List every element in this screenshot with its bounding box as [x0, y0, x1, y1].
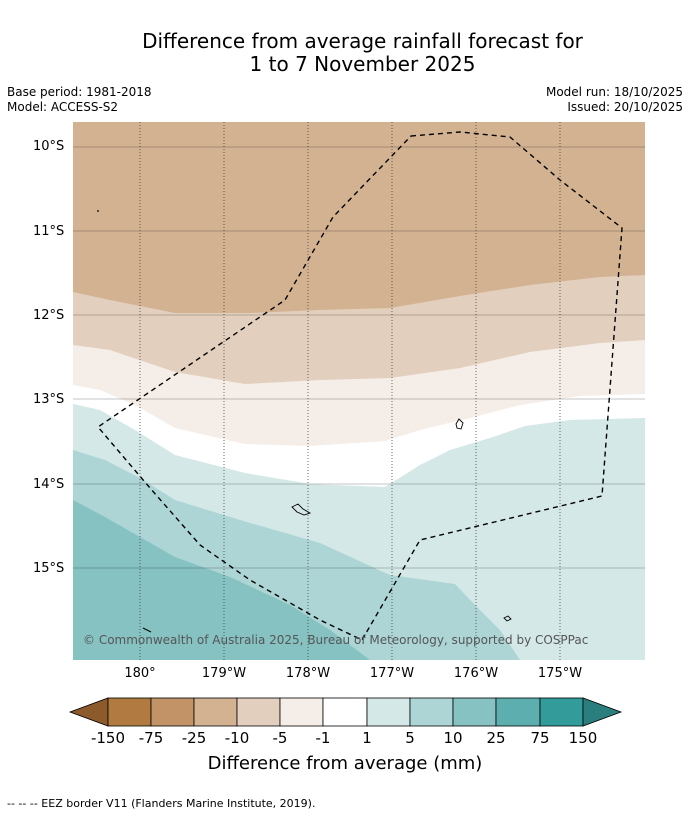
legend-tick: 150	[568, 729, 598, 747]
model-run: Model run: 18/10/2025	[545, 85, 683, 99]
lat-label-12s: 12°S	[33, 308, 65, 323]
legend-tick: 5	[405, 729, 415, 747]
legend-swatch-neg5-neg1	[279, 697, 324, 727]
lat-label-13s: 13°S	[33, 392, 65, 407]
lat-label-10s: 10°S	[33, 139, 65, 154]
lat-label-15s: 15°S	[33, 561, 65, 576]
legend-tick: -5	[272, 729, 288, 747]
eez-border	[96, 131, 623, 641]
island-1	[291, 503, 312, 516]
legend-swatch-pos75-pos150	[539, 697, 584, 727]
legend-tick: -75	[138, 729, 164, 747]
meta-right: Model run: 18/10/2025 Issued: 20/10/2025	[546, 85, 683, 115]
legend-swatch-pos25-pos75	[495, 697, 541, 727]
lon-label-178w: 178°W	[285, 666, 331, 681]
legend-swatch-neg10-neg5	[236, 697, 281, 727]
lon-label-175w: 175°W	[537, 666, 583, 681]
meta-left: Base period: 1981-2018 Model: ACCESS-S2	[7, 85, 152, 115]
island-5	[97, 210, 99, 212]
issued-date: Issued: 20/10/2025	[567, 100, 683, 114]
lon-label-176w: 176°W	[453, 666, 499, 681]
rainfall-map	[73, 122, 645, 660]
color-legend	[68, 697, 623, 727]
legend-tick: 75	[530, 729, 550, 747]
lat-label-14s: 14°S	[33, 477, 65, 492]
copyright-notice: © Commonwealth of Australia 2025, Bureau…	[83, 633, 589, 647]
lon-label-177w: 177°W	[369, 666, 415, 681]
legend-swatch-neg25-neg10	[193, 697, 238, 727]
legend-swatch-neg1-pos1	[322, 697, 368, 727]
legend-tick: -10	[224, 729, 250, 747]
island-3	[503, 615, 512, 622]
lat-label-11s: 11°S	[33, 224, 65, 239]
legend-tick: -25	[181, 729, 207, 747]
legend-tick: -1	[315, 729, 331, 747]
legend-tick: 10	[443, 729, 463, 747]
legend-title: Difference from average (mm)	[207, 753, 483, 774]
eez-footnote: -- -- -- EEZ border V11 (Flanders Marine…	[7, 797, 316, 810]
legend-swatch-pos5-pos10	[409, 697, 454, 727]
title-line-2: 1 to 7 November 2025	[249, 52, 476, 76]
lon-label-180: 180°	[124, 666, 156, 681]
island-2	[455, 418, 464, 430]
legend-swatch-pos10-pos25	[452, 697, 497, 727]
model-name: Model: ACCESS-S2	[7, 100, 119, 114]
band-pos10-pos25	[73, 500, 370, 660]
legend-arrow-low	[68, 697, 109, 727]
legend-swatch-pos1-pos5	[366, 697, 411, 727]
island-4	[142, 627, 152, 633]
legend-tick: 1	[362, 729, 372, 747]
legend-tick: -150	[90, 729, 126, 747]
legend-swatch-neg75-neg25	[150, 697, 195, 727]
title-line-1: Difference from average rainfall forecas…	[142, 29, 583, 53]
legend-arrow-high	[582, 697, 623, 727]
chart-title: Difference from average rainfall forecas…	[0, 30, 690, 76]
lon-label-179w: 179°W	[201, 666, 247, 681]
base-period: Base period: 1981-2018	[7, 85, 152, 99]
legend-swatch-neg150-neg75	[107, 697, 152, 727]
legend-tick: 25	[486, 729, 506, 747]
